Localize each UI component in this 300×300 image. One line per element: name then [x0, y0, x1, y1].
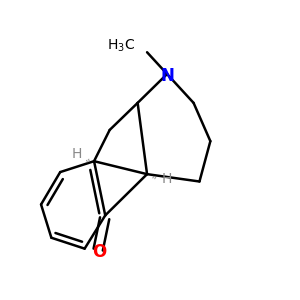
Text: H: H — [162, 172, 172, 186]
Text: ,,: ,, — [82, 152, 92, 164]
Text: N: N — [160, 67, 174, 85]
Text: ,,: ,, — [150, 170, 159, 182]
Text: H$_3$C: H$_3$C — [106, 38, 135, 54]
Text: O: O — [92, 244, 106, 262]
Text: H: H — [72, 147, 82, 161]
